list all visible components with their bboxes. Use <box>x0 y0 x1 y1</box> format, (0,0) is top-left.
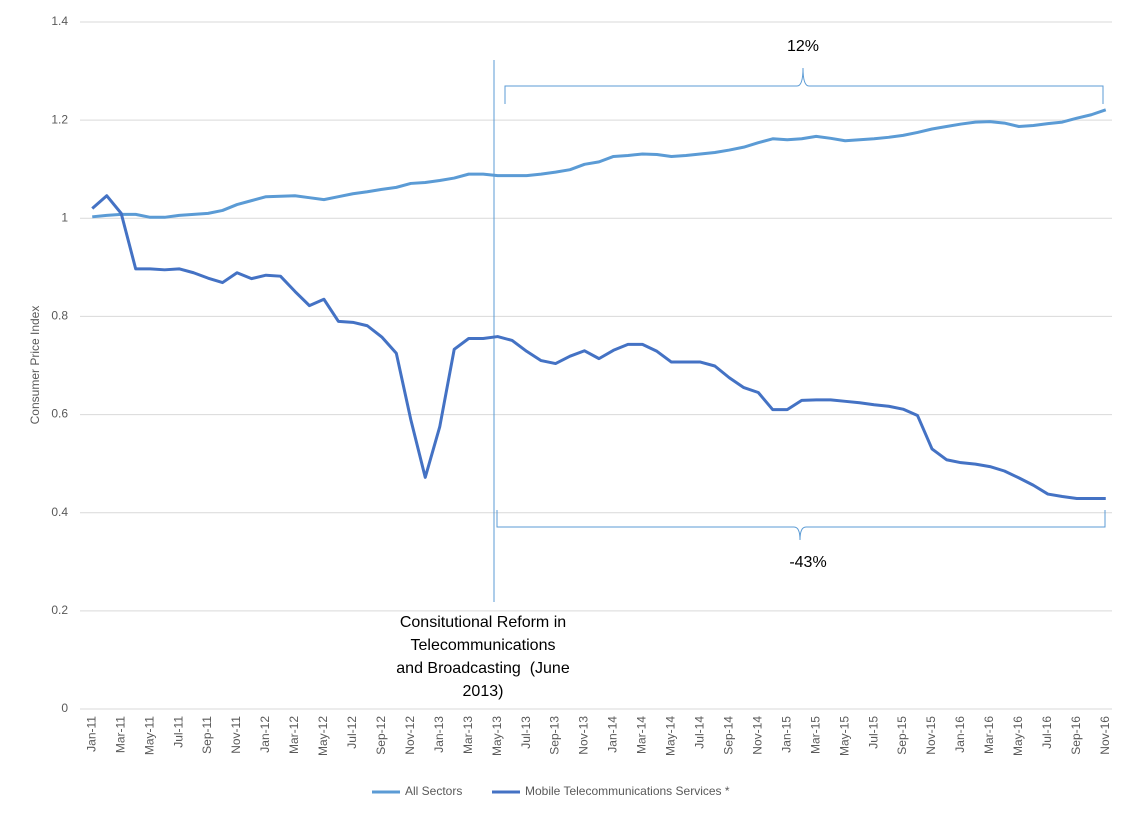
x-tick-label: Mar-13 <box>461 716 475 754</box>
x-tick-label: Nov-16 <box>1098 716 1112 755</box>
annotation: -43% <box>789 554 826 571</box>
x-tick-label: Sep-11 <box>200 716 214 754</box>
legend-label: All Sectors <box>405 784 462 798</box>
x-tick-label: Mar-11 <box>113 716 127 753</box>
x-tick-label: Mar-16 <box>982 716 996 754</box>
x-tick-label: Jan-13 <box>432 716 446 753</box>
y-tick-label: 0.2 <box>51 603 68 617</box>
x-tick-label: Jul-15 <box>866 716 880 749</box>
x-tick-label: Jul-14 <box>693 716 707 749</box>
annotation: and Broadcasting (June <box>396 660 570 677</box>
x-tick-label: Sep-16 <box>1069 716 1083 755</box>
x-tick-label: Nov-15 <box>924 716 938 755</box>
brace-bottom <box>496 510 1106 541</box>
series-line <box>91 194 1106 500</box>
x-tick-label: May-15 <box>837 716 851 756</box>
x-tick-label: Jul-12 <box>345 716 359 749</box>
y-tick-label: 0.4 <box>51 505 68 519</box>
x-tick-label: Sep-13 <box>548 716 562 755</box>
y-tick-label: 1.4 <box>51 14 68 28</box>
y-tick-label: 0.8 <box>51 309 68 323</box>
x-tick-label: Nov-13 <box>577 716 591 755</box>
x-tick-label: Nov-12 <box>403 716 417 755</box>
annotation: 12% <box>787 38 819 55</box>
x-tick-label: Jul-16 <box>1040 716 1054 749</box>
x-tick-label: Mar-15 <box>808 716 822 754</box>
y-axis-title: Consumer Price Index <box>28 306 42 425</box>
annotation: Consitutional Reform in <box>400 614 566 631</box>
x-tick-label: Sep-14 <box>721 716 735 755</box>
annotation: 2013) <box>463 683 504 700</box>
x-tick-label: Nov-11 <box>229 716 243 754</box>
y-tick-label: 1 <box>61 210 68 224</box>
x-tick-label: Nov-14 <box>750 716 764 755</box>
x-tick-label: Jan-14 <box>606 716 620 753</box>
x-tick-label: May-16 <box>1011 716 1025 756</box>
x-tick-label: May-14 <box>664 716 678 756</box>
y-tick-label: 0.6 <box>51 407 68 421</box>
x-tick-label: May-13 <box>490 716 504 756</box>
x-tick-label: Jan-11 <box>84 716 98 752</box>
x-tick-label: Jan-15 <box>779 716 793 753</box>
x-tick-label: Mar-14 <box>635 716 649 754</box>
x-tick-label: Jul-11 <box>171 716 185 748</box>
x-tick-label: Jul-13 <box>519 716 533 749</box>
y-tick-label: 0 <box>61 701 68 715</box>
x-tick-label: Jan-16 <box>953 716 967 753</box>
brace-top <box>504 67 1104 104</box>
x-tick-label: Jan-12 <box>258 716 272 753</box>
x-tick-label: May-12 <box>316 716 330 756</box>
y-tick-label: 1.2 <box>51 112 68 126</box>
series-line <box>92 108 1107 219</box>
x-tick-label: May-11 <box>142 716 156 755</box>
x-tick-label: Mar-12 <box>287 716 301 754</box>
annotation: Telecommunications <box>411 637 556 654</box>
x-tick-label: Sep-12 <box>374 716 388 755</box>
x-tick-label: Sep-15 <box>895 716 909 755</box>
legend-label: Mobile Telecommunications Services * <box>525 784 730 798</box>
